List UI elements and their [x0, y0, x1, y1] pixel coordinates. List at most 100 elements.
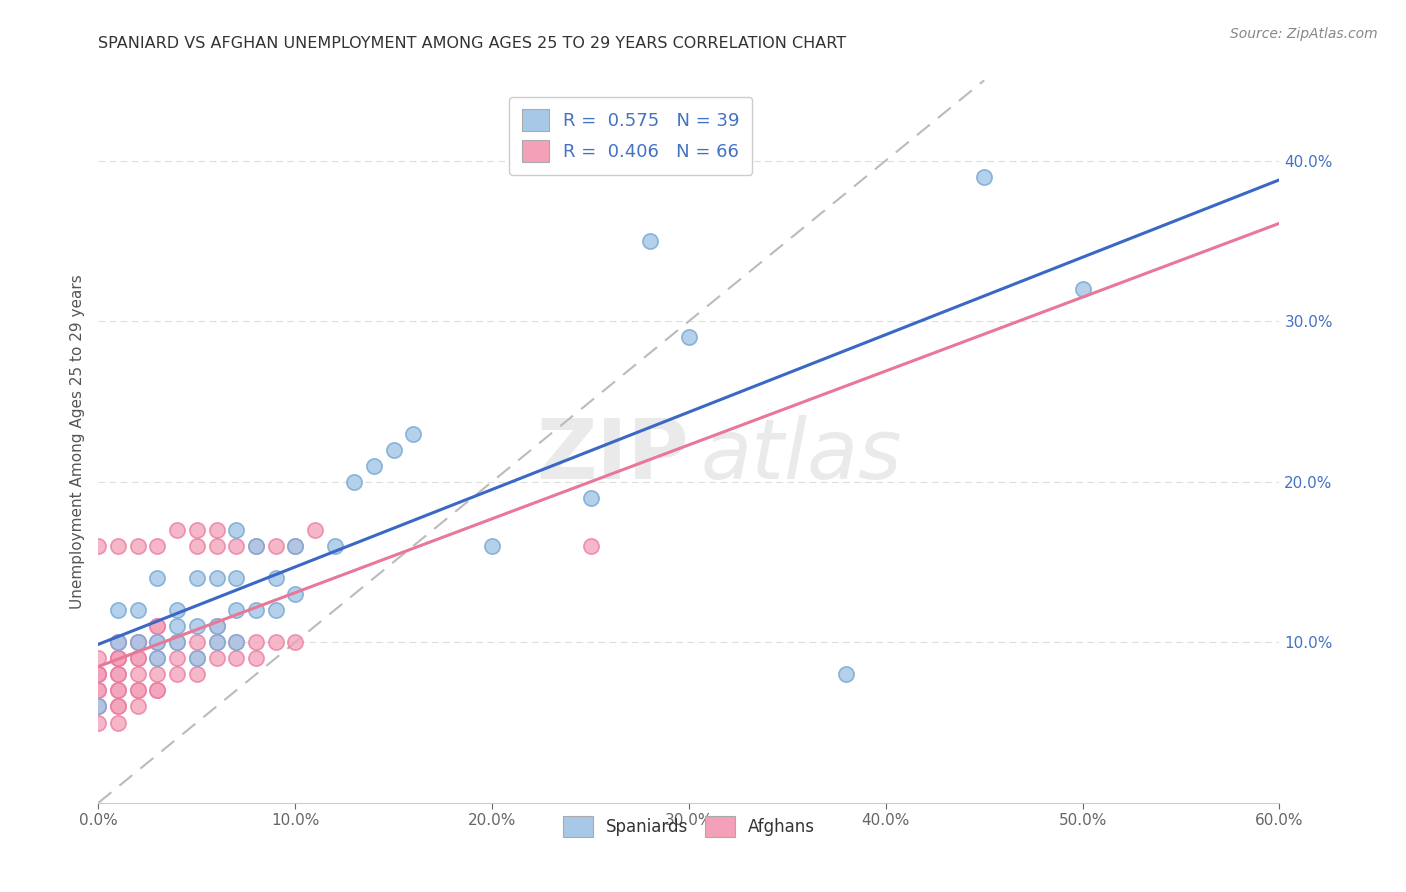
Point [225, 571, 247, 585]
Point [973, 169, 995, 184]
Point [225, 539, 247, 553]
Point [205, 619, 228, 633]
Point [186, 523, 208, 537]
Point [127, 635, 149, 649]
Point [107, 715, 129, 730]
Y-axis label: Unemployment Among Ages 25 to 29 years: Unemployment Among Ages 25 to 29 years [69, 274, 84, 609]
Point [245, 539, 267, 553]
Point [87, 683, 110, 698]
Point [1071, 282, 1094, 296]
Point [127, 667, 149, 681]
Point [127, 683, 149, 698]
Point [638, 234, 661, 248]
Point [186, 651, 208, 665]
Point [146, 571, 169, 585]
Point [166, 651, 188, 665]
Point [186, 635, 208, 649]
Point [107, 699, 129, 714]
Point [579, 539, 602, 553]
Point [186, 539, 208, 553]
Point [87, 667, 110, 681]
Point [107, 699, 129, 714]
Text: atlas: atlas [700, 416, 903, 497]
Point [225, 635, 247, 649]
Point [678, 330, 700, 344]
Point [166, 603, 188, 617]
Point [107, 603, 129, 617]
Point [146, 619, 169, 633]
Point [127, 635, 149, 649]
Point [186, 571, 208, 585]
Point [107, 667, 129, 681]
Point [87, 699, 110, 714]
Point [146, 667, 169, 681]
Point [127, 699, 149, 714]
Point [304, 523, 326, 537]
Point [186, 667, 208, 681]
Point [284, 539, 307, 553]
Point [107, 667, 129, 681]
Text: SPANIARD VS AFGHAN UNEMPLOYMENT AMONG AGES 25 TO 29 YEARS CORRELATION CHART: SPANIARD VS AFGHAN UNEMPLOYMENT AMONG AG… [98, 36, 846, 51]
Text: Source: ZipAtlas.com: Source: ZipAtlas.com [1230, 27, 1378, 41]
Point [382, 442, 405, 457]
Point [402, 426, 425, 441]
Point [87, 699, 110, 714]
Point [107, 683, 129, 698]
Point [245, 539, 267, 553]
Point [166, 667, 188, 681]
Point [205, 635, 228, 649]
Point [264, 635, 287, 649]
Point [264, 539, 287, 553]
Point [225, 635, 247, 649]
Point [87, 699, 110, 714]
Point [284, 539, 307, 553]
Point [166, 635, 188, 649]
Point [146, 683, 169, 698]
Point [205, 619, 228, 633]
Point [245, 603, 267, 617]
Legend: Spaniards, Afghans: Spaniards, Afghans [554, 808, 824, 845]
Point [107, 635, 129, 649]
Point [225, 603, 247, 617]
Point [127, 603, 149, 617]
Point [107, 539, 129, 553]
Point [284, 587, 307, 601]
Point [835, 667, 858, 681]
Point [225, 523, 247, 537]
Point [166, 523, 188, 537]
Point [107, 635, 129, 649]
Point [205, 539, 228, 553]
Point [205, 651, 228, 665]
Point [205, 523, 228, 537]
Point [127, 651, 149, 665]
Point [186, 619, 208, 633]
Point [87, 715, 110, 730]
Point [146, 635, 169, 649]
Point [166, 635, 188, 649]
Point [127, 635, 149, 649]
Text: ZIP: ZIP [537, 416, 689, 497]
Point [146, 651, 169, 665]
Point [127, 683, 149, 698]
Point [127, 651, 149, 665]
Point [87, 539, 110, 553]
Point [146, 683, 169, 698]
Point [127, 539, 149, 553]
Point [146, 619, 169, 633]
Point [264, 603, 287, 617]
Point [323, 539, 346, 553]
Point [481, 539, 503, 553]
Point [146, 651, 169, 665]
Point [146, 539, 169, 553]
Point [107, 651, 129, 665]
Point [284, 635, 307, 649]
Point [107, 683, 129, 698]
Point [87, 683, 110, 698]
Point [363, 458, 385, 473]
Point [245, 635, 267, 649]
Point [205, 571, 228, 585]
Point [579, 491, 602, 505]
Point [107, 651, 129, 665]
Point [87, 667, 110, 681]
Point [225, 651, 247, 665]
